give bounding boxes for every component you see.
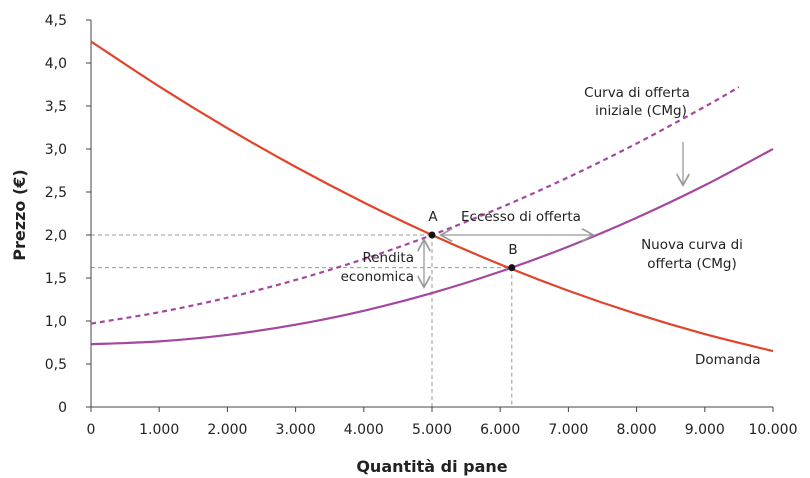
x-tick-label: 6.000 xyxy=(480,422,520,438)
x-axis-title: Quantità di pane xyxy=(356,457,507,476)
x-tick-label: 0 xyxy=(87,422,96,438)
x-tick-label: 4.000 xyxy=(344,422,384,438)
x-tick-label: 5.000 xyxy=(412,422,452,438)
x-tick-label: 1.000 xyxy=(139,422,179,438)
y-tick-label: 1,0 xyxy=(45,314,67,330)
initial-supply-curve xyxy=(90,86,740,325)
new-supply-label-1: Nuova curva di xyxy=(641,237,743,253)
x-tick-label: 7.000 xyxy=(548,422,588,438)
x-tick-label: 9.000 xyxy=(685,422,725,438)
new-supply-label-2: offerta (CMg) xyxy=(647,256,736,272)
excess-supply-label: Eccesso di offerta xyxy=(461,209,581,225)
y-tick-label: 4,5 xyxy=(45,13,67,29)
rent-label-2: economica xyxy=(341,269,414,285)
point-label-a: A xyxy=(428,209,438,225)
old-supply-label-2: iniziale (CMg) xyxy=(595,103,687,119)
point-label-b: B xyxy=(508,242,517,258)
x-tick-label: 3.000 xyxy=(276,422,316,438)
x-tick-label: 10.000 xyxy=(749,422,798,438)
y-tick-label: 0 xyxy=(58,400,67,416)
point-a xyxy=(428,231,436,239)
rent-label-1: Rendita xyxy=(362,250,414,266)
point-b xyxy=(508,264,516,272)
x-tick-label: 2.000 xyxy=(207,422,247,438)
y-tick-label: 0,5 xyxy=(45,357,67,373)
x-tick-label: 8.000 xyxy=(617,422,657,438)
y-axis-title: Prezzo (€) xyxy=(10,169,29,260)
y-tick-label: 2,0 xyxy=(45,228,67,244)
old-supply-label-1: Curva di offerta xyxy=(584,85,690,101)
y-tick-label: 3,5 xyxy=(45,99,67,115)
y-tick-label: 2,5 xyxy=(45,185,67,201)
y-tick-label: 4,0 xyxy=(45,56,67,72)
new-supply-curve xyxy=(90,148,774,346)
y-tick-label: 1,5 xyxy=(45,271,67,287)
demand-label: Domanda xyxy=(695,352,760,368)
y-tick-label: 3,0 xyxy=(45,142,67,158)
